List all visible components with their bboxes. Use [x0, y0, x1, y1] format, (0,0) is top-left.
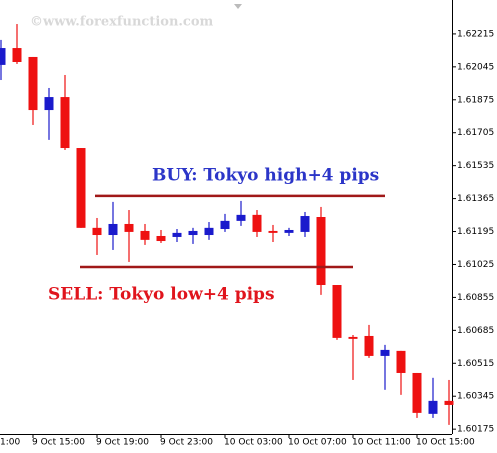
candle-body: [348, 336, 358, 339]
candle-body: [444, 400, 454, 405]
y-tick-label: 1.61025: [457, 260, 494, 270]
y-tick-label: 1.60855: [457, 293, 494, 303]
watermark: ©www.forexfunction.com: [30, 15, 214, 30]
shift-marker: [234, 4, 242, 9]
candle-body: [60, 97, 70, 149]
x-edge-label: 1:00: [0, 438, 20, 448]
candle-body: [428, 400, 438, 414]
y-tick-label: 1.60515: [457, 359, 494, 369]
candle-body: [0, 48, 6, 65]
x-tick-label: 9 Oct 19:00: [96, 438, 149, 448]
y-tick-label: 1.61705: [457, 128, 494, 138]
candle-body: [12, 48, 22, 62]
candle-body: [124, 223, 134, 232]
y-tick-label: 1.60175: [457, 425, 494, 435]
y-tick-label: 1.61365: [457, 194, 494, 204]
y-tick-label: 1.61875: [457, 95, 494, 105]
candle-body: [316, 217, 326, 286]
level-label: SELL: Tokyo low+4 pips: [48, 284, 275, 304]
y-tick-label: 1.60345: [457, 392, 494, 402]
candle-body: [108, 223, 118, 236]
candle-body: [284, 229, 294, 233]
x-tick-label: 9 Oct 15:00: [32, 438, 85, 448]
candle-body: [220, 220, 230, 230]
y-tick-label: 1.62215: [457, 29, 494, 39]
candle-body: [76, 148, 86, 228]
y-tick-label: 1.62045: [457, 62, 494, 72]
y-tick-label: 1.60685: [457, 326, 494, 336]
candle-body: [28, 56, 38, 111]
candle-body: [364, 335, 374, 356]
candle-body: [412, 372, 422, 413]
candle-body: [44, 97, 54, 111]
candle-body: [396, 350, 406, 373]
level-label: BUY: Tokyo high+4 pips: [152, 165, 379, 185]
y-tick-label: 1.61195: [457, 227, 494, 237]
candle-body: [156, 235, 166, 242]
candle-body: [188, 230, 198, 236]
x-tick-label: 10 Oct 03:00: [224, 438, 283, 448]
candle-body: [252, 214, 262, 232]
x-tick-label: 9 Oct 23:00: [160, 438, 213, 448]
x-tick-label: 10 Oct 11:00: [352, 438, 411, 448]
candle-body: [204, 227, 214, 236]
candle-body: [236, 214, 246, 221]
candle-body: [140, 230, 150, 240]
x-tick-label: 10 Oct 07:00: [288, 438, 347, 448]
candle-body: [300, 216, 310, 232]
candle-body: [268, 230, 278, 233]
candle-body: [380, 349, 390, 356]
x-tick-label: 10 Oct 15:00: [416, 438, 475, 448]
candle-body: [172, 232, 182, 237]
candle-body: [92, 227, 102, 236]
y-tick-label: 1.61535: [457, 161, 494, 171]
candle-body: [332, 285, 342, 338]
